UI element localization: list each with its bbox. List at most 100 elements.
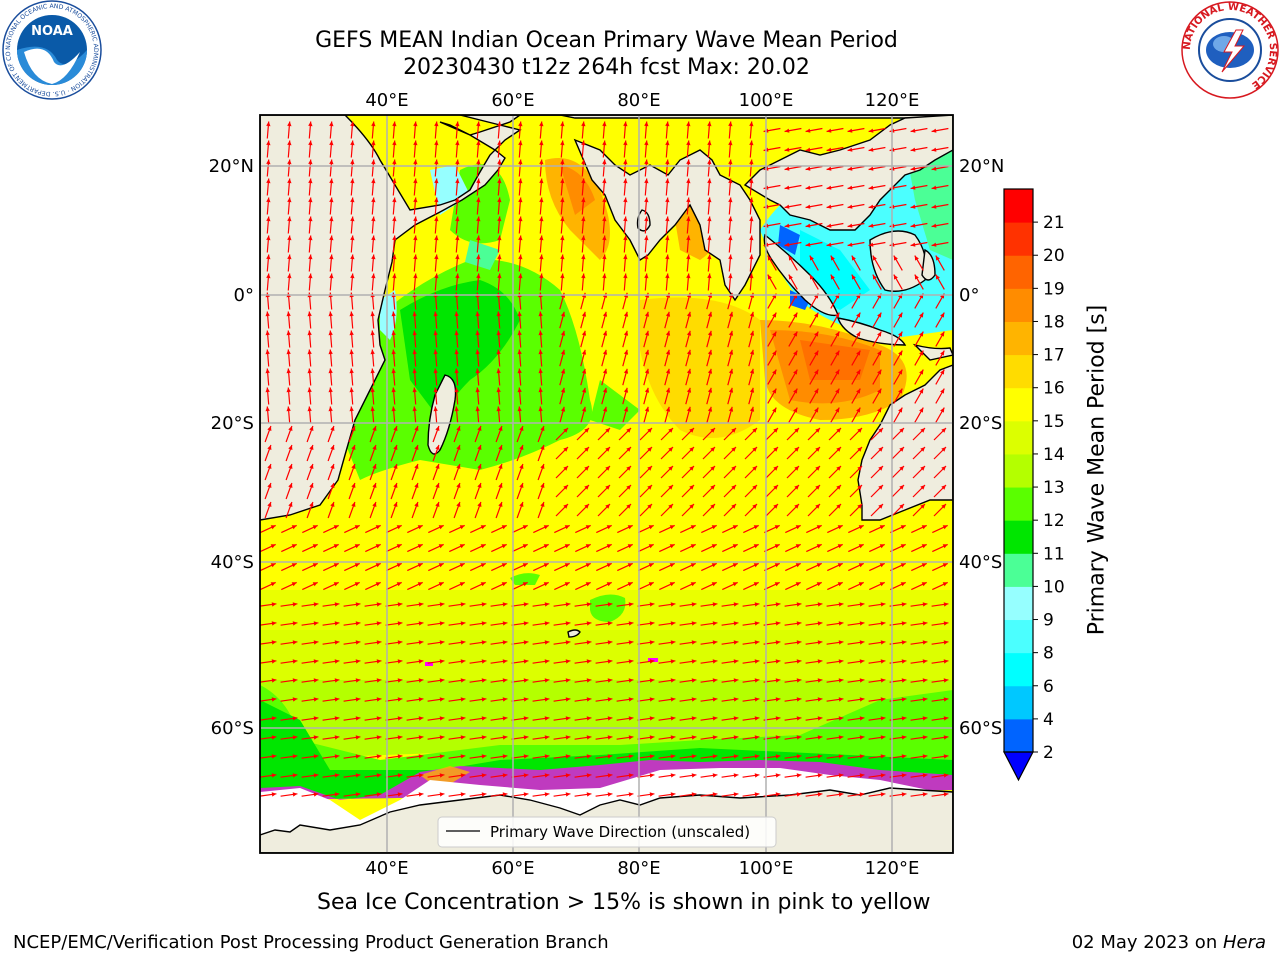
wave-arrow-head: [880, 792, 886, 797]
wave-arrow-head: [565, 678, 571, 683]
wave-arrow-head: [435, 483, 440, 488]
wave-arrow-head: [899, 485, 904, 490]
wave-arrow-head: [623, 235, 628, 241]
wave-arrow-head: [560, 197, 565, 203]
wave-arrow-head: [775, 659, 781, 664]
wave-arrow-head: [560, 387, 566, 393]
wave-arrow-head: [328, 311, 333, 317]
wave-arrow-head: [502, 697, 508, 702]
noaa-logo: NATIONAL OCEANIC AND ATMOSPHERIC ADMINIS…: [2, 0, 102, 100]
wave-arrow-head: [584, 447, 589, 452]
wave-arrow-head: [628, 716, 634, 721]
wave-arrow-head: [733, 621, 739, 626]
wave-arrow-head: [376, 697, 382, 702]
wave-arrow-head: [544, 735, 550, 740]
colorbar-tick-label: 16: [1043, 379, 1065, 399]
wave-arrow-head: [940, 350, 945, 356]
wave-arrow-head: [355, 602, 361, 607]
wave-arrow-head: [628, 621, 634, 626]
wave-arrow-head: [686, 178, 691, 184]
wave-arrow-head: [644, 330, 650, 336]
sea-ice-caption: Sea Ice Concentration > 15% is shown in …: [317, 890, 931, 915]
wave-arrow-head: [628, 754, 634, 759]
wave-arrow-head: [880, 773, 886, 778]
wave-arrow-head: [627, 544, 633, 549]
colorbar-tick-label: 15: [1043, 412, 1065, 432]
wave-arrow-head: [816, 563, 822, 568]
wave-arrow-head: [914, 255, 919, 261]
wave-arrow-head: [817, 735, 823, 740]
wave-arrow-head: [712, 716, 718, 721]
wave-arrow-head: [460, 792, 466, 797]
wave-arrow-head: [712, 678, 718, 683]
wave-arrow-head: [292, 640, 298, 645]
colorbar-swatch: [1004, 553, 1033, 587]
wave-arrow-head: [690, 525, 696, 530]
wave-arrow-head: [847, 204, 853, 209]
wave-arrow-head: [837, 525, 843, 530]
wave-arrow-head: [859, 640, 865, 645]
wave-arrow-head: [665, 349, 671, 355]
bottom-lon-label: 40°E: [365, 858, 408, 879]
wave-arrow-head: [581, 216, 586, 222]
wave-arrow-head: [287, 254, 292, 260]
wave-arrow-head: [456, 426, 461, 431]
wave-arrow-head: [581, 159, 586, 165]
wave-arrow-head: [711, 544, 717, 549]
wave-arrow-head: [376, 716, 382, 721]
wave-arrow-head: [943, 773, 949, 778]
wave-arrow-head: [328, 387, 333, 393]
wave-arrow-head: [647, 466, 652, 471]
wave-arrow-head: [481, 735, 487, 740]
wave-arrow-head: [496, 387, 501, 393]
wave-arrow-head: [412, 349, 417, 355]
wave-arrow-head: [606, 525, 612, 530]
wave-arrow-head: [334, 602, 340, 607]
wave-arrow-head: [433, 406, 438, 412]
wave-arrow-head: [454, 387, 459, 393]
wave-arrow-head: [878, 447, 883, 452]
wave-arrow-head: [544, 602, 550, 607]
wave-arrow-head: [628, 678, 634, 683]
wave-arrow-head: [686, 311, 692, 317]
wave-arrow-head: [266, 197, 271, 203]
wave-arrow-head: [522, 563, 528, 568]
wave-arrow-head: [543, 582, 549, 587]
wave-arrow-head: [498, 502, 503, 507]
wave-arrow-head: [497, 254, 502, 260]
wave-arrow-head: [330, 426, 335, 431]
wave-arrow-head: [517, 387, 522, 393]
wave-arrow-head: [931, 242, 937, 247]
wave-arrow-head: [391, 368, 396, 374]
wave-arrow-head: [749, 311, 755, 317]
wave-arrow-head: [940, 388, 945, 394]
wave-arrow-head: [752, 485, 757, 490]
wave-arrow-head: [710, 504, 715, 509]
wave-arrow-head: [372, 426, 377, 431]
wave-arrow-head: [773, 485, 778, 490]
wave-arrow-head: [496, 368, 501, 374]
wave-arrow-head: [856, 331, 861, 337]
right-lat-label: 60°S: [959, 718, 1002, 739]
wave-arrow-head: [851, 274, 856, 280]
wave-arrow-head: [900, 525, 906, 530]
wave-arrow-head: [308, 273, 313, 279]
wave-arrow-head: [396, 544, 402, 549]
wave-arrow-head: [899, 504, 904, 509]
wave-arrow-head: [333, 563, 339, 568]
wave-arrow-head: [649, 697, 655, 702]
wave-arrow-head: [878, 428, 883, 433]
wave-arrow-head: [815, 466, 820, 471]
wave-arrow-head: [605, 428, 610, 433]
wave-arrow-head: [518, 197, 523, 203]
wave-arrow-head: [606, 563, 612, 568]
wave-arrow-head: [312, 525, 318, 530]
wave-arrow-head: [749, 159, 754, 165]
wave-arrow-head: [670, 716, 676, 721]
wave-arrow-head: [502, 773, 508, 778]
bottom-lon-label: 60°E: [491, 858, 534, 879]
wave-arrow-head: [501, 525, 507, 530]
colorbar-tick-label: 19: [1043, 279, 1065, 299]
wave-arrow-head: [522, 544, 528, 549]
wave-arrow-head: [586, 678, 592, 683]
